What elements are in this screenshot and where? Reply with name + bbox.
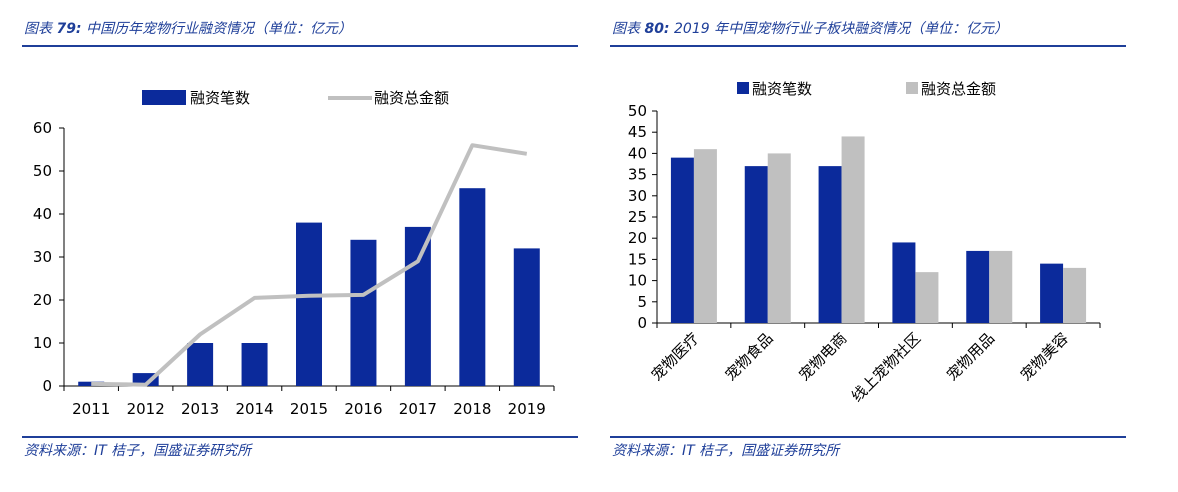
y-tick-label: 30 — [628, 187, 647, 205]
x-tick-label: 宠物美容 — [1017, 329, 1072, 384]
bar-count-宠物美容 — [1040, 263, 1064, 323]
legend-label: 融资总金额 — [374, 89, 449, 107]
bar-amount-线上宠物社区 — [915, 272, 939, 323]
bar-2015 — [296, 222, 322, 386]
legend-label: 融资笔数 — [190, 89, 250, 107]
x-tick-label: 2019 — [508, 400, 546, 418]
bar-count-宠物医疗 — [670, 157, 694, 323]
y-tick-label: 50 — [33, 162, 52, 180]
x-tick-label: 2018 — [453, 400, 491, 418]
y-tick-label: 10 — [628, 272, 647, 290]
legend-label: 融资总金额 — [921, 80, 996, 98]
y-tick-label: 40 — [628, 144, 647, 162]
bar-2014 — [241, 343, 268, 386]
y-tick-label: 30 — [33, 248, 52, 266]
bar-2019 — [513, 248, 540, 386]
y-tick-label: 10 — [33, 334, 52, 352]
bar-2018 — [459, 188, 486, 386]
bar-amount-宠物用品 — [989, 250, 1013, 323]
x-tick-label: 2017 — [399, 400, 437, 418]
bar-2016 — [350, 239, 377, 386]
y-tick-label: 0 — [42, 377, 52, 395]
y-tick-label: 60 — [33, 119, 52, 137]
chart-annual-financing: 0 10 20 30 40 50 60 2011 2012 2013 2014 2015 2016 201… — [33, 89, 555, 418]
y-tick-label: 20 — [628, 229, 647, 247]
source-note: 资料来源：IT 桔子，国盛证券研究所 — [24, 443, 252, 459]
x-tick-label: 2012 — [127, 400, 165, 418]
x-tick-label: 2014 — [235, 400, 273, 418]
x-tick-label: 宠物用品 — [943, 329, 998, 384]
bar-amount-宠物医疗 — [693, 149, 717, 323]
figure-number: 80: — [644, 21, 670, 37]
y-tick-label: 20 — [33, 291, 52, 309]
x-tick-label: 2015 — [290, 400, 328, 418]
line-series-total-amount — [91, 143, 528, 387]
bar-count-宠物用品 — [966, 250, 990, 323]
y-tick-label: 5 — [637, 293, 647, 311]
source-note: 资料来源：IT 桔子，国盛证券研究所 — [612, 443, 840, 459]
x-tick-label: 2011 — [72, 400, 110, 418]
y-tick-label: 0 — [637, 314, 647, 332]
y-tick-label: 15 — [628, 250, 647, 268]
y-tick-label: 35 — [628, 166, 647, 184]
title-divider — [610, 45, 1126, 47]
figure-number: 79: — [56, 21, 82, 37]
source-divider — [22, 436, 578, 438]
x-tick-label: 宠物医疗 — [648, 329, 703, 384]
y-tick-label: 50 — [628, 102, 647, 120]
figure-title-text: 中国历年宠物行业融资情况（单位：亿元） — [86, 21, 352, 37]
bar-amount-宠物食品 — [767, 153, 791, 323]
legend-label: 融资笔数 — [752, 80, 812, 98]
figure-title-text: 2019 年中国宠物行业子板块融资情况（单位：亿元） — [674, 21, 1009, 37]
bar-count-宠物电商 — [818, 166, 842, 323]
bar-count-线上宠物社区 — [892, 242, 916, 323]
x-tick-label: 宠物电商 — [795, 329, 850, 384]
bar-2017 — [404, 226, 431, 386]
chart-panel-annual-financing: 图表 79: 中国历年宠物行业融资情况（单位：亿元） 0 10 20 30 40 50 60… — [22, 0, 578, 492]
x-tick-label: 线上宠物社区 — [848, 329, 924, 405]
bar-count-宠物食品 — [744, 166, 768, 323]
y-tick-label: 25 — [628, 208, 647, 226]
y-tick-label: 40 — [33, 205, 52, 223]
bar-amount-宠物美容 — [1063, 267, 1087, 323]
figure-label: 图表 — [24, 21, 52, 37]
x-tick-label: 2013 — [181, 400, 219, 418]
y-tick-label: 45 — [628, 123, 647, 141]
x-tick-label: 宠物食品 — [721, 329, 776, 384]
title-divider — [22, 45, 578, 47]
bar-amount-宠物电商 — [841, 136, 865, 323]
figure-label: 图表 — [612, 21, 640, 37]
x-tick-label: 2016 — [344, 400, 382, 418]
chart-panel-segment-financing: 图表 80: 2019 年中国宠物行业子板块融资情况（单位：亿元） 0 5 10 15… — [610, 0, 1126, 492]
legend-swatch-count — [737, 82, 749, 94]
legend-swatch-amount — [906, 82, 918, 94]
figure-title: 图表 79: 中国历年宠物行业融资情况（单位：亿元） — [24, 18, 352, 38]
figure-title: 图表 80: 2019 年中国宠物行业子板块融资情况（单位：亿元） — [612, 18, 1008, 38]
bar-2013 — [187, 343, 214, 386]
source-divider — [610, 436, 1126, 438]
legend-swatch-bar — [142, 90, 186, 105]
